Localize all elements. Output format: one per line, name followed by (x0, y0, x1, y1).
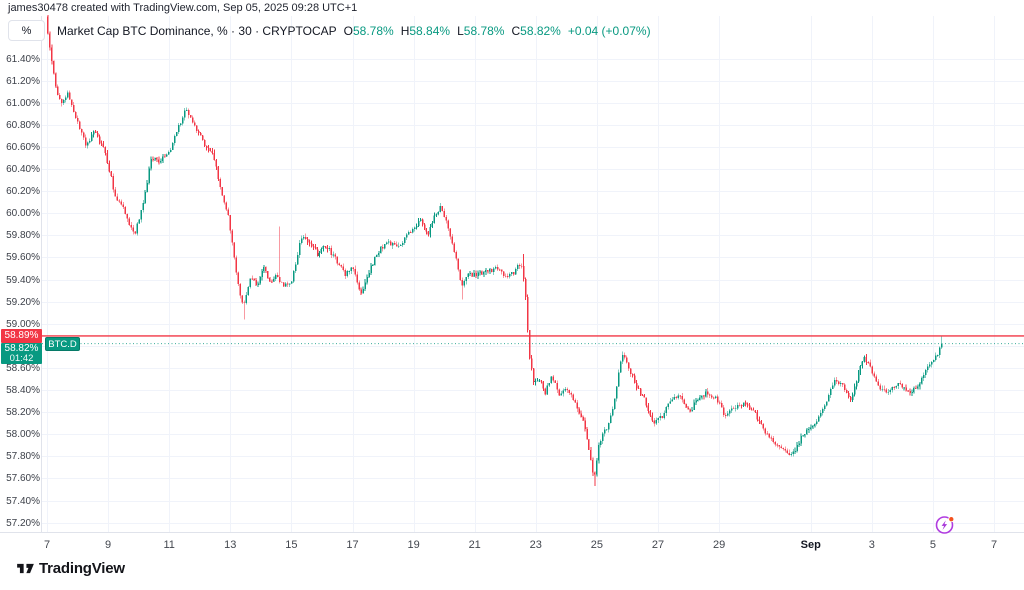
time-scale-label: Sep (800, 539, 821, 551)
bar-countdown: 01:42 (9, 353, 34, 365)
lightning-circle-icon (935, 516, 955, 534)
price-scale-label: 57.40% (6, 495, 40, 507)
price-scale-label: 61.20% (6, 75, 40, 87)
percent-unit-label: % (21, 24, 32, 37)
price-scale-label: 58.60% (6, 362, 40, 374)
time-scale-label: 11 (163, 539, 175, 551)
price-scale-label: 60.40% (6, 164, 40, 176)
price-scale-label: 61.40% (6, 53, 40, 65)
time-scale-label: 9 (105, 539, 112, 551)
time-scale-label: 25 (590, 539, 604, 551)
ohlc-value: 58.82% (520, 24, 561, 38)
time-scale-label: 5 (929, 539, 936, 551)
price-scale-label: 59.60% (6, 252, 40, 264)
ohlc-value: 58.84% (409, 24, 451, 38)
ohlc-key: L (457, 24, 464, 38)
price-scale-label: 61.00% (6, 97, 40, 109)
price-scale-label: 57.20% (6, 517, 40, 529)
time-scale-label: 17 (346, 539, 359, 551)
price-scale-label: 60.60% (6, 142, 40, 153)
tradingview-logo-icon (17, 563, 34, 574)
ohlc-key: H (400, 24, 410, 38)
chart-legend: Market Cap BTC Dominance, % · 30 · CRYPT… (57, 24, 651, 38)
legend-ohlc: O58.78% H58.84% L58.78% C58.82% (337, 24, 561, 38)
current-price-value: 58.82% (4, 342, 39, 354)
price-scale-label: 59.80% (6, 230, 40, 242)
time-scale[interactable]: 7 9 11 13 15 17 19 21 23 25 27 29 Sep 3 5 7 (0, 532, 1024, 554)
ai-assistant-button[interactable] (934, 514, 958, 536)
watermark-attribution: james30478 created with TradingView.com,… (8, 2, 358, 14)
ohlc-key: O (343, 24, 353, 38)
current-price-badge: 58.82% 01:42 (1, 342, 42, 365)
time-scale-label: 7 (990, 539, 998, 551)
time-scale-label: 19 (407, 539, 420, 551)
time-scale-label: 29 (712, 539, 726, 551)
legend-change: +0.04 (+0.07%) (567, 24, 651, 38)
price-scale-label: 59.20% (6, 296, 40, 308)
price-scale-label: 59.00% (6, 318, 40, 330)
price-scale-label: 58.20% (6, 407, 40, 419)
price-scale-label: 57.60% (6, 473, 40, 485)
price-scale-label: 58.40% (6, 385, 40, 397)
ohlc-value: 58.78% (353, 24, 394, 38)
time-scale-label: 3 (868, 539, 875, 551)
price-scale[interactable]: 61.40% 61.20% 61.00% 60.80% 60.60% 60.40% 60.2… (0, 16, 42, 532)
price-scale-unit-button[interactable]: % (8, 20, 45, 41)
time-scale-label: 7 (43, 539, 51, 551)
time-scale-label: 23 (529, 539, 542, 551)
tradingview-logo[interactable]: TradingView (17, 560, 125, 577)
price-scale-label: 60.80% (6, 119, 40, 131)
tradingview-logo-text: TradingView (39, 560, 125, 577)
ohlc-key: C (511, 24, 521, 38)
time-scale-label: 27 (651, 539, 665, 551)
time-scale-label: 21 (468, 539, 481, 551)
grid (42, 16, 1024, 532)
price-scale-label: 59.40% (6, 274, 40, 286)
price-scale-label: 60.00% (6, 208, 40, 220)
price-scale-label: 57.80% (6, 451, 40, 463)
price-scale-label: 60.20% (6, 186, 40, 198)
time-scale-label: 13 (224, 539, 237, 551)
ohlc-value: 58.78% (463, 24, 505, 38)
symbol-price-line-badge: BTC.D (45, 336, 80, 351)
legend-symbol-title[interactable]: Market Cap BTC Dominance, % · 30 · CRYPT… (57, 24, 337, 38)
price-scale-label: 58.00% (6, 429, 40, 441)
time-scale-label: 15 (285, 539, 298, 551)
alert-price-badge: 58.89% (1, 328, 42, 343)
candles-layer (47, 15, 943, 487)
